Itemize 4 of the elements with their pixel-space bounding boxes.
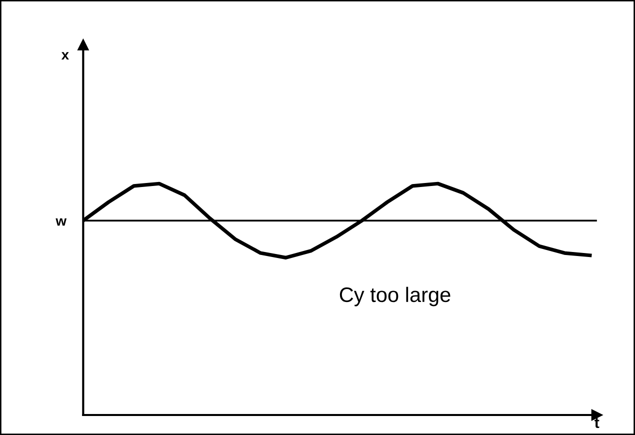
x-axis-title: t xyxy=(594,418,600,428)
ref-line-label: w xyxy=(56,218,67,226)
text: x xyxy=(61,52,69,60)
annotation: Cy too large xyxy=(340,286,450,306)
